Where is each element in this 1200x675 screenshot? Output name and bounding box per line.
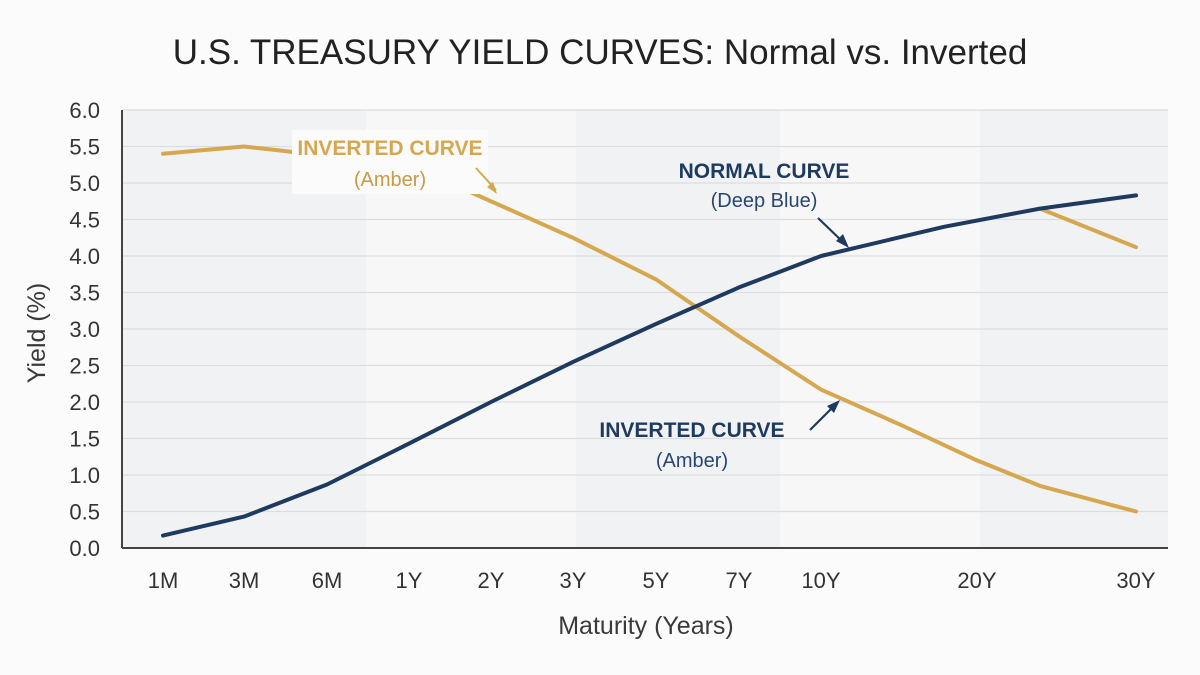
- series-lines: [161, 144, 1138, 538]
- annotation-inverted-bottom-arrow: [809, 405, 835, 431]
- x-tick-label: 20Y: [957, 568, 996, 593]
- annotation-inverted-top-title: INVERTED CURVE: [297, 137, 482, 160]
- x-tick-label: 5Y: [643, 568, 670, 593]
- annotation-inverted-bottom: INVERTED CURVE (Amber): [599, 400, 840, 472]
- annotation-normal-subtitle: (Deep Blue): [711, 190, 818, 212]
- y-tick-labels: 0.0 0.5 1.0 1.5 2.0 2.5 3.0 3.5 4.0 4.5 5.0 5.5 6.0: [69, 98, 100, 561]
- x-tick-label: 7Y: [726, 568, 753, 593]
- annotation-normal-arrowhead: [836, 234, 849, 248]
- inverted-curve-overlay-segment: [1038, 206, 1138, 250]
- annotation-inverted-bottom-subtitle: (Amber): [656, 450, 728, 472]
- y-tick-label: 0.5: [69, 500, 100, 525]
- x-axis-label: Maturity (Years): [558, 612, 734, 640]
- x-tick-label: 1M: [148, 568, 179, 593]
- y-tick-label: 3.5: [69, 281, 100, 306]
- y-tick-label: 4.0: [69, 244, 100, 269]
- x-tick-labels: 1M 3M 6M 1Y 2Y 3Y 5Y 7Y 10Y 20Y 30Y: [148, 568, 1156, 593]
- chart-title: U.S. TREASURY YIELD CURVES: Normal vs. I…: [173, 33, 1028, 72]
- annotation-inverted-top: INVERTED CURVE (Amber): [292, 130, 497, 194]
- y-tick-label: 6.0: [69, 98, 100, 123]
- x-tick-label: 3Y: [560, 568, 587, 593]
- y-tick-label: 2.5: [69, 354, 100, 379]
- y-tick-label: 4.5: [69, 208, 100, 233]
- annotation-inverted-top-arrowhead: [487, 182, 497, 194]
- annotation-inverted-bottom-arrowhead: [827, 400, 840, 413]
- y-tick-label: 2.0: [69, 390, 100, 415]
- annotation-normal: NORMAL CURVE (Deep Blue): [679, 160, 850, 248]
- annotation-normal-title: NORMAL CURVE: [679, 160, 850, 183]
- y-tick-label: 0.0: [69, 536, 100, 561]
- x-tick-label: 3M: [229, 568, 260, 593]
- x-tick-label: 10Y: [801, 568, 840, 593]
- y-tick-label: 1.5: [69, 427, 100, 452]
- x-tick-label: 1Y: [396, 568, 423, 593]
- gridlines: [122, 109, 1168, 513]
- annotation-inverted-top-subtitle: (Amber): [354, 169, 426, 191]
- inverted-curve-line: [161, 144, 1138, 514]
- normal-curve-line: [161, 193, 1138, 538]
- y-axis-label: Yield (%): [23, 283, 51, 384]
- x-tick-label: 30Y: [1116, 568, 1155, 593]
- x-tick-label: 6M: [312, 568, 343, 593]
- x-tick-label: 2Y: [478, 568, 505, 593]
- y-tick-label: 5.0: [69, 171, 100, 196]
- annotation-inverted-bottom-title: INVERTED CURVE: [599, 419, 784, 442]
- y-tick-label: 5.5: [69, 135, 100, 160]
- y-tick-label: 3.0: [69, 317, 100, 342]
- y-tick-label: 1.0: [69, 463, 100, 488]
